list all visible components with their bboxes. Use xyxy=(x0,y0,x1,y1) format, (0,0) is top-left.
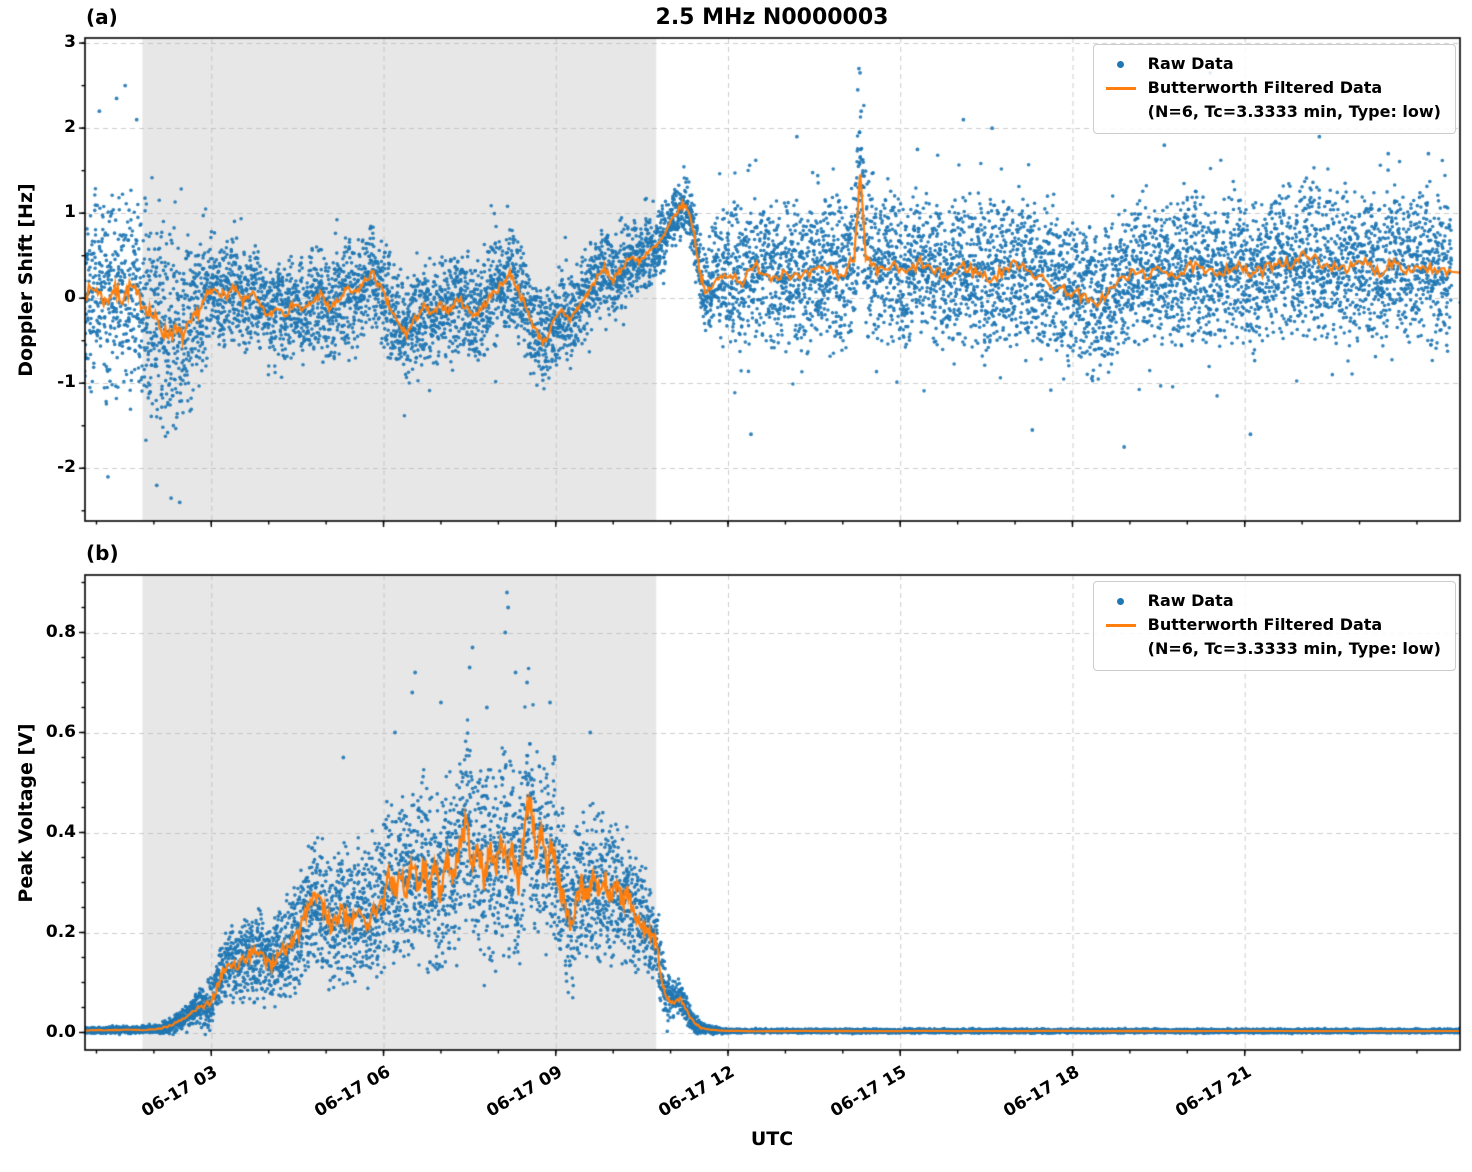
legend-raw-label: Raw Data xyxy=(1147,591,1234,610)
y-tick-label: -1 xyxy=(57,372,76,393)
y-tick-label: 0.6 xyxy=(45,721,76,742)
y-tick-label: 0.4 xyxy=(45,821,76,842)
y-tick-label: 2 xyxy=(64,117,76,138)
y-tick-label: -2 xyxy=(57,457,76,478)
y-tick-label: 0.0 xyxy=(45,1021,76,1042)
panel-a-label: (a) xyxy=(86,5,118,29)
legend-item-raw-data: Raw Data xyxy=(1104,52,1441,76)
filtered-line-marker-icon xyxy=(1104,86,1138,90)
legend-filtered-label: Butterworth Filtered Data xyxy=(1147,615,1383,634)
y-tick-label: 1 xyxy=(64,202,76,223)
y-axis-label-voltage: Peak Voltage [V] xyxy=(15,723,37,903)
raw-data-marker-icon xyxy=(1104,60,1138,68)
legend-filtered-params: (N=6, Tc=3.3333 min, Type: low) xyxy=(1147,639,1441,658)
raw-data-marker-icon xyxy=(1104,597,1138,605)
y-tick-label: 0.8 xyxy=(45,621,76,642)
legend-panel-a: Raw Data Butterworth Filtered Data (N=6,… xyxy=(1092,44,1456,134)
legend-item-raw-data: Raw Data xyxy=(1104,589,1441,613)
legend-item-filtered-data: Butterworth Filtered Data xyxy=(1104,613,1441,637)
legend-filtered-label: Butterworth Filtered Data xyxy=(1147,78,1383,97)
x-axis-label: UTC xyxy=(750,1128,794,1150)
legend-filtered-params: (N=6, Tc=3.3333 min, Type: low) xyxy=(1147,102,1441,121)
y-tick-label: 0.2 xyxy=(45,921,76,942)
chart-title: 2.5 MHz N0000003 xyxy=(655,5,889,30)
y-tick-label: 0 xyxy=(64,287,76,308)
legend-item-filtered-data: Butterworth Filtered Data xyxy=(1104,76,1441,100)
panel-b-label: (b) xyxy=(86,541,119,565)
filtered-line-marker-icon xyxy=(1104,623,1138,627)
legend-panel-b: Raw Data Butterworth Filtered Data (N=6,… xyxy=(1092,581,1456,671)
legend-raw-label: Raw Data xyxy=(1147,54,1234,73)
y-tick-label: 3 xyxy=(64,32,76,53)
